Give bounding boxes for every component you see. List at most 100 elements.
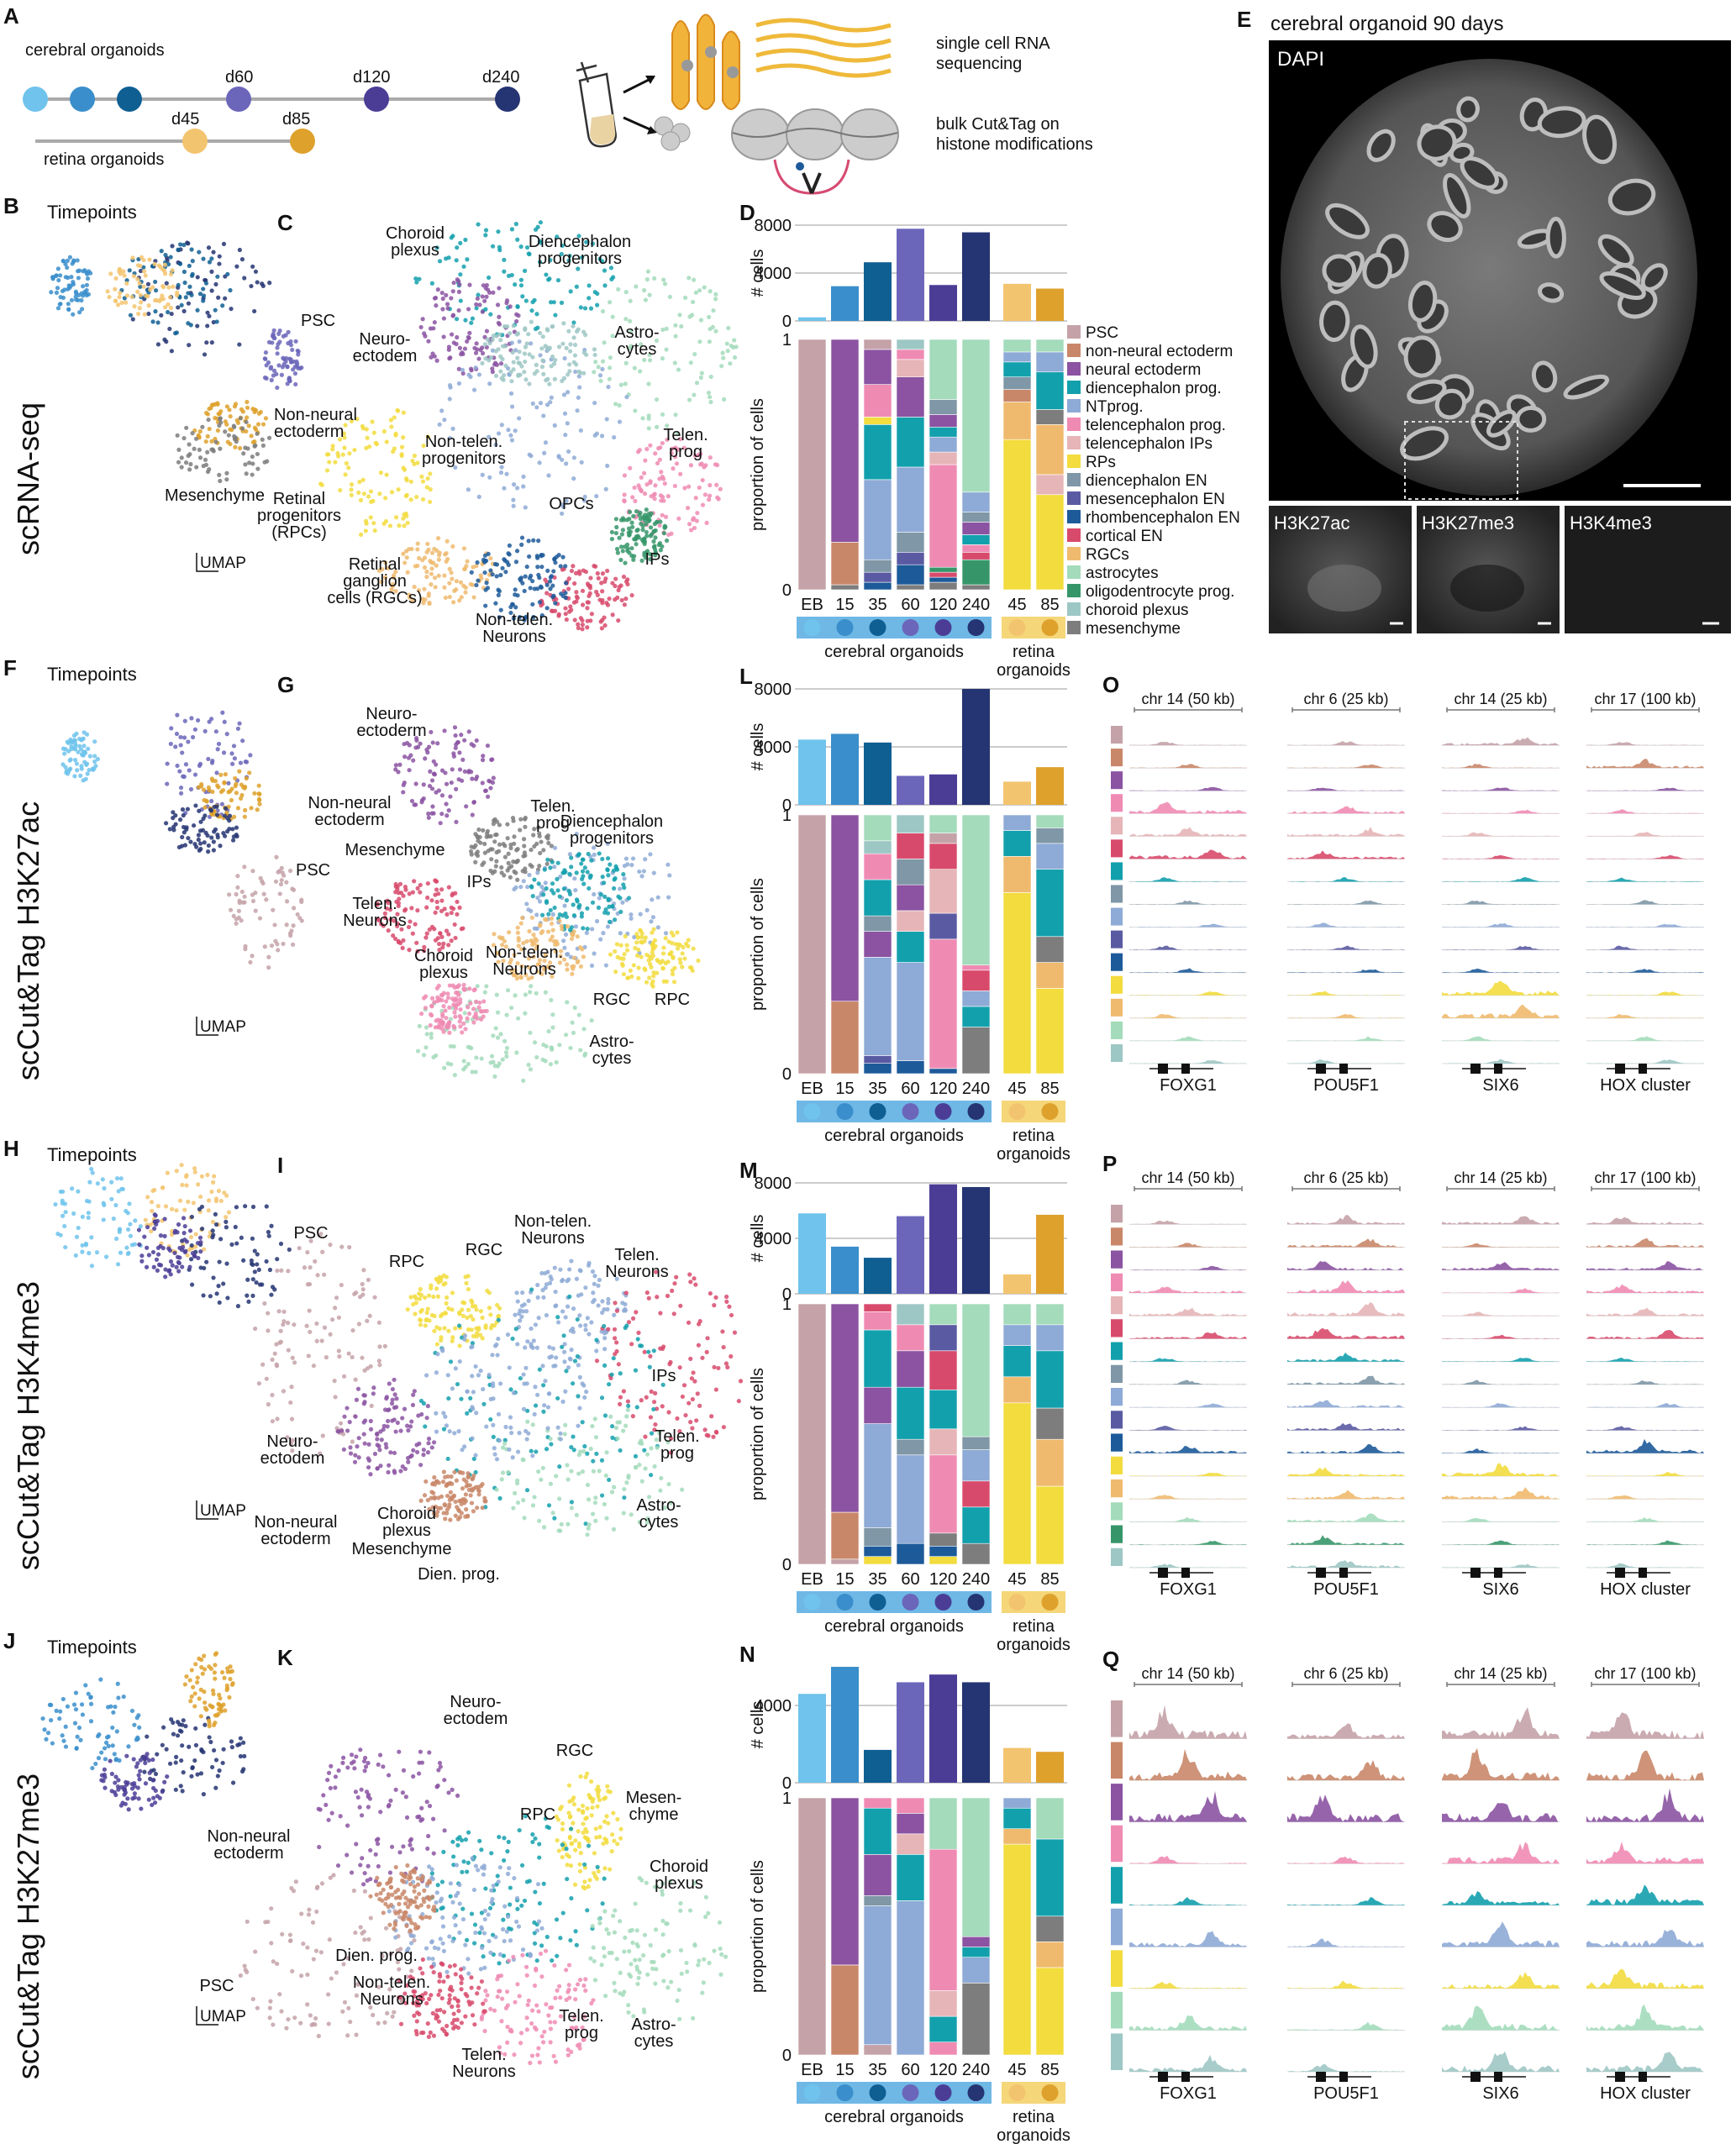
signal-track — [1442, 1426, 1560, 1431]
stack-segment-astrocytes — [1035, 814, 1065, 828]
cluster-label: Astro- — [631, 2015, 676, 2034]
stack-segment-NTprog- — [896, 1454, 925, 1544]
signal-track — [1129, 827, 1247, 837]
signal-track — [1442, 1379, 1560, 1385]
legend-swatch — [1067, 381, 1081, 394]
signal-track — [1442, 968, 1560, 973]
track-color-key — [1111, 1342, 1123, 1360]
signal-track — [1586, 991, 1704, 996]
signal-track — [1287, 945, 1405, 950]
umap-label: UMAP — [200, 2008, 246, 2026]
gene-label: SIX6 — [1482, 1076, 1518, 1095]
stack-segment-neural-ectoderm — [863, 931, 892, 958]
x-tick-label: 120 — [929, 1080, 957, 1098]
signal-track — [1287, 1261, 1405, 1270]
stack-segment-NTprog- — [1035, 351, 1065, 373]
legend-swatch — [1067, 399, 1081, 413]
exon — [1339, 2072, 1348, 2082]
umap-point-cloud — [53, 1166, 143, 1269]
umap-point-cloud — [163, 803, 239, 854]
track-color-key — [1111, 953, 1123, 971]
neural-rosettes — [1319, 96, 1668, 461]
legend-label: rhombencephalon EN — [1086, 509, 1240, 527]
track-color-key — [1111, 749, 1123, 767]
exon — [1615, 1064, 1625, 1074]
umap-point-cloud — [368, 1863, 437, 1933]
panel-letter: K — [277, 1645, 293, 1670]
cluster-label: Non-telen. — [486, 943, 563, 962]
signal-track — [1442, 832, 1560, 837]
signal-track — [1287, 1467, 1405, 1476]
row-2: scCut&Tag H3K4me3 H Timepoints I UMAP PSC RPC R… — [3, 1136, 744, 1584]
track-color-key — [1111, 1273, 1123, 1291]
timepoint-dot — [967, 2084, 985, 2101]
rosette — [1434, 388, 1467, 420]
scale-bracket — [1291, 707, 1401, 712]
cluster-label: Diencephalon — [560, 812, 663, 831]
bar-15 — [831, 1246, 859, 1294]
signal-track — [1129, 1563, 1247, 1568]
stack-segment-PSC — [863, 2044, 892, 2056]
bar-45 — [1003, 1274, 1031, 1294]
umap-point-cloud — [539, 564, 634, 632]
signal-track — [1287, 969, 1405, 973]
stack-segment-diencephalon-prog- — [1035, 1350, 1065, 1409]
umap-point-cloud — [609, 507, 670, 565]
bar-120 — [929, 774, 957, 805]
cluster-label: Non-neural — [308, 794, 392, 812]
stack-segment-cortical-EN — [863, 1303, 892, 1312]
rosette — [1366, 129, 1396, 162]
umap-point-cloud — [136, 1212, 203, 1280]
track-color-key — [1111, 907, 1123, 926]
panel-e: E cerebral organoid 90 days DAPI H3K27ac… — [1237, 7, 1731, 633]
signal-track — [1129, 786, 1247, 791]
bar-15 — [831, 733, 859, 805]
stack-segment-astrocytes — [961, 1303, 991, 1437]
rosette — [1582, 114, 1618, 165]
stack-segment-diencephalon-prog- — [961, 1947, 991, 1958]
arrow-icon — [623, 116, 655, 133]
stack-segment-RPs — [928, 1556, 958, 1565]
signal-track — [1287, 1560, 1405, 1568]
signal-track — [1287, 1444, 1405, 1453]
signal-track — [1586, 1426, 1704, 1431]
track-color-key — [1111, 1296, 1123, 1315]
stack-segment-telencephalon-IPs — [928, 1990, 958, 2017]
stack-segment-telencephalon-IPs — [928, 1428, 958, 1456]
group-label-cerebral: cerebral organoids — [824, 643, 964, 661]
stack-segment-diencephalon-prog- — [961, 1506, 991, 1544]
timepoint-dot — [1008, 1594, 1026, 1611]
stack-segment-RPs — [863, 417, 892, 425]
timepoint-dot — [226, 87, 251, 112]
stack-segment-mesenchyme — [961, 1983, 991, 2056]
signal-track — [1129, 849, 1247, 859]
timepoint-dot — [1041, 1103, 1059, 1120]
signal-track — [1129, 1060, 1247, 1064]
bar-45 — [1003, 283, 1031, 321]
signal-track — [1586, 1379, 1704, 1385]
cluster-label: Non-telen. — [425, 433, 502, 451]
track-color-key — [1111, 975, 1123, 994]
stack-segment-telencephalon-IPs — [928, 451, 958, 465]
cluster-label: prog — [536, 814, 570, 833]
signal-track — [1586, 1438, 1704, 1453]
stack-segment-neural-ectoderm — [830, 1303, 860, 1513]
timepoints-title: Timepoints — [47, 1637, 137, 1658]
panel-letter: Q — [1102, 1647, 1119, 1672]
stack-segment-PSC — [797, 1303, 827, 1565]
locus-label: chr 6 (25 kb) — [1303, 1665, 1388, 1682]
stack-segment-diencephalon-prog- — [863, 879, 892, 917]
umap-label: UMAP — [200, 554, 246, 572]
x-tick-label: 15 — [835, 2061, 854, 2079]
locus-label: chr 17 (100 kb) — [1594, 1665, 1696, 1682]
cluster-label: prog — [660, 1444, 694, 1463]
signal-track — [1586, 1013, 1704, 1018]
cluster-label: progenitors — [422, 449, 506, 468]
signal-track — [1129, 1748, 1247, 1781]
x-tick-label: 35 — [868, 2061, 886, 2079]
cluster-label: Astro- — [614, 323, 659, 342]
signal-track — [1586, 832, 1704, 837]
bar-EB — [798, 739, 826, 805]
umap-point-cloud — [393, 725, 496, 826]
